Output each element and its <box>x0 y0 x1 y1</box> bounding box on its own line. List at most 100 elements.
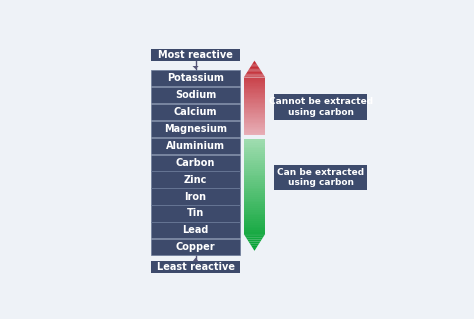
FancyBboxPatch shape <box>151 87 240 103</box>
Polygon shape <box>244 123 265 124</box>
Polygon shape <box>244 102 265 103</box>
Polygon shape <box>244 128 265 129</box>
Polygon shape <box>245 236 264 238</box>
Polygon shape <box>244 169 265 171</box>
Polygon shape <box>244 79 265 80</box>
Polygon shape <box>244 141 265 143</box>
Polygon shape <box>244 95 265 97</box>
Polygon shape <box>244 165 265 167</box>
FancyBboxPatch shape <box>151 205 240 221</box>
Polygon shape <box>244 122 265 123</box>
FancyBboxPatch shape <box>274 94 367 120</box>
Polygon shape <box>244 210 265 212</box>
FancyBboxPatch shape <box>151 154 240 171</box>
Polygon shape <box>244 158 265 160</box>
Polygon shape <box>244 109 265 110</box>
Polygon shape <box>252 63 257 64</box>
Polygon shape <box>244 173 265 174</box>
Polygon shape <box>253 62 256 63</box>
Polygon shape <box>244 118 265 119</box>
Polygon shape <box>244 107 265 108</box>
Text: Tin: Tin <box>187 208 204 219</box>
Polygon shape <box>244 131 265 133</box>
Text: Most reactive: Most reactive <box>158 50 233 60</box>
Text: Iron: Iron <box>184 191 207 202</box>
FancyBboxPatch shape <box>151 222 240 239</box>
Polygon shape <box>244 97 265 98</box>
Polygon shape <box>244 85 265 87</box>
Polygon shape <box>244 167 265 169</box>
FancyBboxPatch shape <box>151 261 240 273</box>
Polygon shape <box>244 225 265 226</box>
Polygon shape <box>244 221 265 223</box>
Polygon shape <box>254 61 255 62</box>
Polygon shape <box>244 203 265 204</box>
Polygon shape <box>244 120 265 122</box>
FancyBboxPatch shape <box>151 49 240 61</box>
Polygon shape <box>244 78 265 79</box>
Polygon shape <box>244 176 265 178</box>
Polygon shape <box>244 223 265 225</box>
Text: Can be extracted
using carbon: Can be extracted using carbon <box>277 168 364 187</box>
Polygon shape <box>244 113 265 114</box>
Polygon shape <box>248 241 260 243</box>
Polygon shape <box>244 84 265 85</box>
Polygon shape <box>244 112 265 113</box>
Polygon shape <box>244 212 265 214</box>
Polygon shape <box>244 204 265 206</box>
Polygon shape <box>244 92 265 93</box>
Polygon shape <box>244 124 265 125</box>
Polygon shape <box>244 219 265 221</box>
Polygon shape <box>244 160 265 161</box>
FancyBboxPatch shape <box>151 104 240 120</box>
Polygon shape <box>244 80 265 82</box>
Polygon shape <box>244 161 265 163</box>
Polygon shape <box>244 89 265 91</box>
Polygon shape <box>244 147 265 148</box>
Polygon shape <box>250 67 259 68</box>
Polygon shape <box>244 103 265 104</box>
FancyBboxPatch shape <box>151 70 240 86</box>
Polygon shape <box>244 217 265 219</box>
Polygon shape <box>244 114 265 115</box>
Polygon shape <box>245 74 264 76</box>
Polygon shape <box>247 240 262 241</box>
Polygon shape <box>244 230 265 232</box>
Polygon shape <box>244 184 265 186</box>
Polygon shape <box>244 156 265 158</box>
Polygon shape <box>244 232 265 234</box>
Polygon shape <box>244 195 265 197</box>
Polygon shape <box>253 249 255 251</box>
Polygon shape <box>244 82 265 83</box>
Polygon shape <box>244 201 265 203</box>
Polygon shape <box>244 83 265 84</box>
Polygon shape <box>192 258 199 262</box>
Polygon shape <box>244 148 265 150</box>
Polygon shape <box>244 93 265 94</box>
Polygon shape <box>244 154 265 156</box>
Polygon shape <box>244 174 265 176</box>
FancyBboxPatch shape <box>151 172 240 188</box>
Polygon shape <box>252 247 257 249</box>
Polygon shape <box>244 197 265 199</box>
Text: Least reactive: Least reactive <box>156 262 235 272</box>
Polygon shape <box>244 163 265 165</box>
Polygon shape <box>244 199 265 201</box>
Polygon shape <box>244 115 265 117</box>
Polygon shape <box>244 110 265 112</box>
Polygon shape <box>244 117 265 118</box>
Polygon shape <box>244 130 265 131</box>
Text: Sodium: Sodium <box>175 90 216 100</box>
FancyBboxPatch shape <box>274 165 367 190</box>
Polygon shape <box>244 214 265 215</box>
Polygon shape <box>249 68 260 69</box>
Polygon shape <box>251 64 258 66</box>
Polygon shape <box>244 182 265 184</box>
Polygon shape <box>244 139 265 141</box>
Polygon shape <box>244 186 265 188</box>
Polygon shape <box>244 77 265 78</box>
Polygon shape <box>244 99 265 100</box>
Polygon shape <box>244 129 265 130</box>
Polygon shape <box>244 188 265 189</box>
Text: Potassium: Potassium <box>167 73 224 83</box>
